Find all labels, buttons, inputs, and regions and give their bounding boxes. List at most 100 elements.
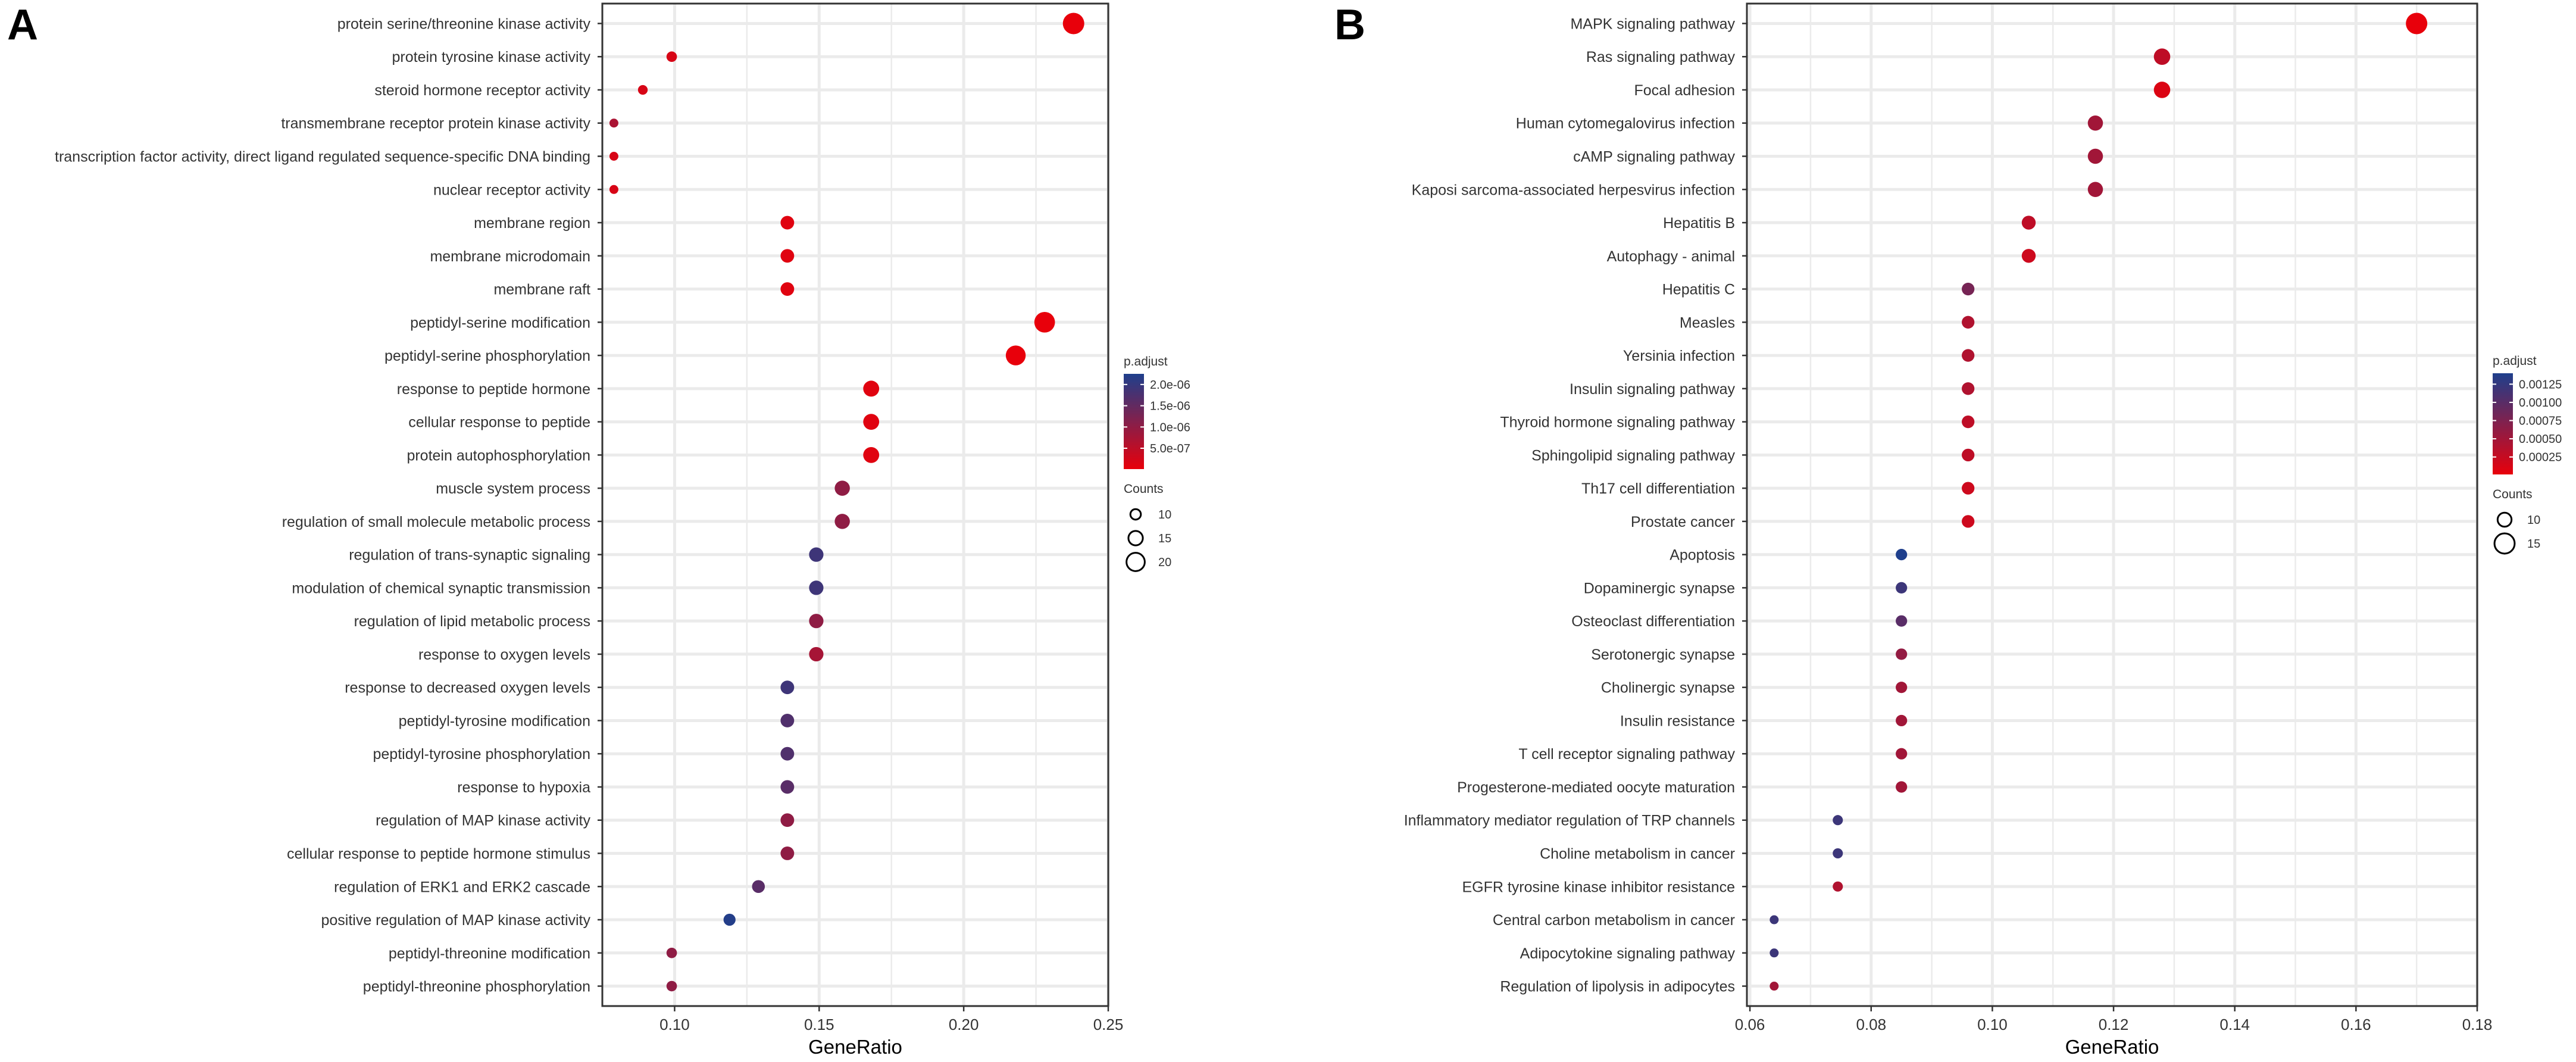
data-point (834, 514, 850, 529)
colorbar-label: 0.00100 (2519, 396, 2562, 410)
y-tick-label: response to decreased oxygen levels (345, 680, 590, 696)
data-point (1062, 13, 1084, 35)
y-tick-label: Human cytomegalovirus infection (1516, 115, 1735, 132)
data-point (1896, 748, 1908, 760)
size-legend-circle (1129, 508, 1142, 521)
colorbar-label: 0.00125 (2519, 378, 2562, 391)
size-legend-circle (2493, 532, 2516, 555)
y-tick-label: Osteoclast differentiation (1571, 613, 1735, 630)
y-tick-label: T cell receptor signaling pathway (1518, 746, 1735, 763)
data-point (780, 813, 795, 827)
y-tick-label: Thyroid hormone signaling pathway (1500, 414, 1735, 431)
data-point (863, 414, 880, 430)
x-tick-label: 0.25 (1093, 1016, 1124, 1033)
data-point (2087, 182, 2103, 198)
x-tick-label: 0.16 (2341, 1016, 2371, 1033)
data-point (2087, 148, 2103, 164)
data-point (1833, 815, 1843, 826)
data-point (809, 646, 824, 662)
y-tick-label: positive regulation of MAP kinase activi… (321, 912, 590, 929)
data-point (666, 980, 677, 992)
data-point (809, 580, 824, 595)
data-point (752, 880, 765, 894)
y-tick-label: peptidyl-threonine modification (389, 945, 590, 962)
y-tick-label: response to hypoxia (457, 779, 590, 796)
data-point (780, 847, 795, 860)
y-tick-label: cAMP signaling pathway (1573, 149, 1735, 165)
size-legend-circle (2496, 511, 2513, 528)
x-axis-title: GeneRatio (2065, 1036, 2159, 1058)
plot-background (602, 4, 1108, 1006)
y-tick-label: Kaposi sarcoma-associated herpesvirus in… (1412, 182, 1735, 198)
y-tick-label: regulation of ERK1 and ERK2 cascade (334, 879, 590, 895)
y-tick-label: MAPK signaling pathway (1570, 15, 1735, 32)
size-legend-label: 15 (1158, 532, 1171, 545)
colorbar-label: 2.0e-06 (1150, 379, 1190, 392)
data-point (609, 118, 618, 128)
plot-border (1746, 2, 2478, 1007)
y-tick-label: Apoptosis (1670, 547, 1735, 564)
data-point (780, 282, 795, 296)
data-point (1896, 714, 1908, 727)
size-legend-label: 15 (2527, 538, 2540, 551)
y-tick-label: regulation of trans-synaptic signaling (349, 547, 590, 564)
data-point (2153, 82, 2171, 98)
data-point (1962, 515, 1975, 528)
data-point (780, 215, 795, 230)
size-legend-title: Counts (1124, 482, 1164, 496)
data-point (780, 780, 795, 794)
data-point (2087, 115, 2103, 131)
data-point (780, 714, 795, 727)
data-point (809, 614, 824, 629)
plot-border (601, 2, 1109, 1007)
x-tick-label: 0.08 (1856, 1016, 1886, 1033)
y-tick-label: cellular response to peptide (408, 414, 590, 431)
y-tick-label: Focal adhesion (1634, 82, 1735, 99)
y-tick-label: response to peptide hormone (397, 381, 590, 398)
x-tick-label: 0.06 (1735, 1016, 1765, 1033)
data-point (1896, 781, 1908, 793)
y-tick-label: Insulin resistance (1620, 713, 1735, 729)
data-point (1770, 948, 1779, 958)
panel-label-b: B (1334, 1, 1365, 49)
y-tick-label: Central carbon metabolism in cancer (1493, 912, 1735, 929)
y-tick-label: modulation of chemical synaptic transmis… (292, 580, 590, 596)
y-tick-label: Yersinia infection (1623, 348, 1735, 364)
y-tick-label: Progesterone-mediated oocyte maturation (1457, 779, 1735, 796)
colorbar-label: 0.00050 (2519, 433, 2562, 446)
x-axis-title: GeneRatio (808, 1036, 902, 1058)
y-tick-label: Adipocytokine signaling pathway (1520, 945, 1736, 962)
x-tick-label: 0.18 (2462, 1016, 2493, 1033)
data-point (1896, 615, 1908, 627)
y-tick-label: Choline metabolism in cancer (1540, 845, 1735, 862)
data-point (863, 446, 880, 463)
y-tick-label: membrane region (474, 215, 590, 232)
y-tick-label: EGFR tyrosine kinase inhibitor resistanc… (1462, 879, 1735, 895)
y-tick-label: Dopaminergic synapse (1584, 580, 1735, 596)
colorbar-label: 1.0e-06 (1150, 421, 1190, 434)
y-tick-label: steroid hormone receptor activity (374, 82, 590, 99)
data-point (1770, 915, 1779, 924)
y-tick-label: regulation of MAP kinase activity (376, 813, 590, 829)
data-point (2406, 13, 2428, 35)
y-tick-label: regulation of lipid metabolic process (354, 613, 590, 630)
colorbar-label: 5.0e-07 (1150, 442, 1190, 455)
size-legend-title: Counts (2493, 488, 2533, 501)
data-point (780, 680, 795, 695)
data-point (1962, 448, 1975, 462)
color-legend-title: p.adjust (1124, 355, 1168, 368)
data-point (1962, 349, 1975, 362)
data-point (1833, 848, 1843, 859)
y-tick-label: Prostate cancer (1631, 514, 1735, 530)
colorbar-label: 0.00075 (2519, 414, 2562, 427)
data-point (1770, 982, 1779, 991)
data-point (1034, 311, 1055, 333)
data-point (1896, 648, 1908, 660)
size-legend-circle (1127, 530, 1144, 546)
y-tick-label: Hepatitis B (1663, 215, 1735, 232)
y-tick-label: nuclear receptor activity (433, 182, 591, 198)
data-point (637, 85, 648, 95)
y-tick-label: cellular response to peptide hormone sti… (287, 845, 590, 862)
data-point (1896, 682, 1908, 694)
